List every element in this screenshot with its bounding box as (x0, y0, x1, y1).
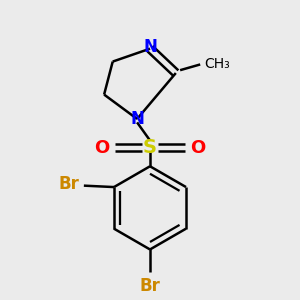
Text: N: N (143, 38, 157, 56)
Text: S: S (143, 138, 157, 157)
Text: N: N (130, 110, 144, 128)
Text: Br: Br (140, 277, 160, 295)
Text: CH₃: CH₃ (205, 57, 230, 71)
Text: O: O (190, 139, 206, 157)
Text: Br: Br (59, 175, 80, 193)
Text: O: O (94, 139, 110, 157)
